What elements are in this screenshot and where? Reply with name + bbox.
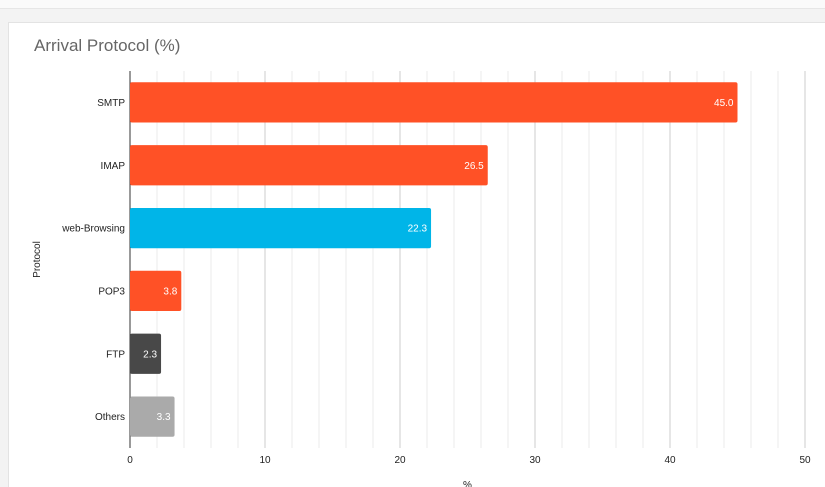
category-label: SMTP — [97, 98, 125, 109]
x-tick-label: 40 — [664, 455, 676, 466]
bar-web-browsing[interactable] — [130, 207, 432, 249]
category-label: web-Browsing — [61, 224, 125, 235]
y-axis-label: Protocol — [32, 241, 43, 278]
bar-value-label: 3.8 — [163, 286, 177, 297]
x-tick-label: 30 — [529, 455, 541, 466]
bar-pop3[interactable] — [130, 270, 182, 312]
x-tick-label: 20 — [394, 455, 406, 466]
gridlines — [129, 71, 806, 448]
category-label: POP3 — [98, 286, 125, 297]
window-top-bar — [0, 0, 825, 9]
bars: 45.0 26.5 22.3 3.8 2.3 3.3 — [130, 82, 738, 437]
bar-chart: 45.0 26.5 22.3 3.8 2.3 3.3 0 10 20 30 40 50 SMTP IM… — [32, 71, 811, 487]
bar-value-label: 3.3 — [157, 412, 171, 423]
chart-title: Arrival Protocol (%) — [34, 36, 181, 55]
bar-imap[interactable] — [130, 145, 488, 186]
x-tick-label: 50 — [799, 455, 811, 466]
bar-smtp[interactable] — [130, 82, 738, 123]
category-labels: SMTP IMAP web-Browsing POP3 FTP Others — [61, 98, 125, 423]
x-tick-label: 10 — [259, 455, 271, 466]
bar-value-label: 26.5 — [464, 161, 484, 172]
category-label: Others — [95, 412, 125, 423]
bar-ftp[interactable] — [130, 333, 162, 374]
x-axis-ticks: 0 10 20 30 40 50 — [127, 455, 811, 466]
bar-others[interactable] — [130, 396, 175, 437]
bar-value-label: 2.3 — [143, 349, 157, 360]
category-label: FTP — [106, 349, 125, 360]
bar-value-label: 45.0 — [714, 98, 734, 109]
category-label: IMAP — [101, 161, 126, 172]
bar-value-label: 22.3 — [408, 224, 428, 235]
chart-card: Arrival Protocol (%) 45.0 26.5 22.3 3.8 2.3 3… — [8, 22, 825, 487]
x-axis-label: % — [463, 480, 472, 487]
x-tick-label: 0 — [127, 455, 133, 466]
